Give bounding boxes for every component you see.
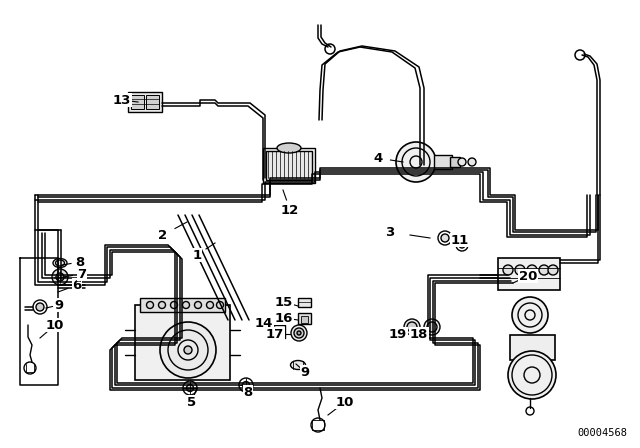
Circle shape: [52, 269, 68, 285]
Circle shape: [468, 158, 476, 166]
Circle shape: [438, 231, 452, 245]
Text: 1: 1: [193, 249, 202, 262]
Circle shape: [36, 303, 44, 311]
Text: 13: 13: [113, 94, 131, 107]
Circle shape: [186, 384, 193, 392]
Circle shape: [325, 44, 335, 54]
Bar: [434, 155, 452, 169]
Bar: [140, 298, 225, 312]
Text: 7: 7: [77, 267, 86, 280]
Text: 19: 19: [389, 327, 407, 340]
Ellipse shape: [56, 260, 65, 266]
Text: 10: 10: [46, 319, 64, 332]
Bar: [301, 316, 308, 323]
Circle shape: [294, 328, 304, 338]
Circle shape: [407, 322, 417, 332]
Circle shape: [160, 322, 216, 378]
Circle shape: [404, 319, 420, 335]
Circle shape: [243, 382, 250, 388]
Ellipse shape: [53, 258, 67, 267]
Bar: [128, 92, 162, 112]
Circle shape: [508, 351, 556, 399]
Text: 18: 18: [410, 327, 428, 340]
Circle shape: [239, 378, 253, 392]
Circle shape: [291, 325, 307, 341]
Text: 10: 10: [336, 396, 354, 409]
Circle shape: [512, 297, 548, 333]
Circle shape: [456, 239, 468, 251]
Circle shape: [311, 418, 325, 432]
Bar: [510, 335, 555, 360]
Bar: [498, 258, 560, 290]
Text: 3: 3: [385, 225, 395, 238]
Bar: [450, 157, 460, 167]
Text: 12: 12: [281, 203, 299, 216]
Text: 6: 6: [72, 279, 82, 292]
Circle shape: [575, 50, 585, 60]
Circle shape: [539, 265, 549, 275]
Bar: [131, 95, 144, 109]
Bar: [135, 305, 230, 380]
Circle shape: [458, 158, 466, 166]
Text: 8: 8: [243, 385, 253, 399]
Text: 5: 5: [188, 396, 196, 409]
Circle shape: [527, 265, 537, 275]
Circle shape: [503, 265, 513, 275]
Circle shape: [56, 273, 64, 281]
Ellipse shape: [277, 143, 301, 153]
Circle shape: [170, 302, 177, 309]
Bar: [146, 95, 159, 109]
Circle shape: [159, 302, 166, 309]
Circle shape: [427, 322, 437, 332]
Text: 00004568: 00004568: [577, 428, 627, 438]
Circle shape: [297, 331, 301, 335]
Circle shape: [515, 265, 525, 275]
Circle shape: [207, 302, 214, 309]
Circle shape: [24, 362, 36, 374]
Text: 14: 14: [255, 316, 273, 329]
Bar: [298, 313, 311, 324]
Text: 2: 2: [159, 228, 168, 241]
Text: 9: 9: [54, 298, 63, 311]
Circle shape: [216, 302, 223, 309]
Text: 11: 11: [451, 233, 469, 246]
Text: 20: 20: [519, 270, 537, 283]
Text: 9: 9: [300, 366, 310, 379]
Bar: [266, 151, 312, 180]
Circle shape: [441, 234, 449, 242]
Text: 15: 15: [275, 296, 293, 309]
Circle shape: [459, 242, 465, 248]
Circle shape: [147, 302, 154, 309]
Ellipse shape: [291, 361, 305, 370]
Circle shape: [396, 142, 436, 182]
Bar: [263, 148, 315, 183]
Text: 16: 16: [275, 311, 293, 324]
Text: 17: 17: [266, 327, 284, 340]
Circle shape: [182, 302, 189, 309]
Circle shape: [183, 381, 197, 395]
Text: 8: 8: [76, 255, 84, 268]
Circle shape: [424, 319, 440, 335]
Circle shape: [195, 302, 202, 309]
Circle shape: [33, 300, 47, 314]
Bar: [298, 298, 311, 307]
Circle shape: [548, 265, 558, 275]
Text: 4: 4: [373, 151, 383, 164]
Circle shape: [184, 346, 192, 354]
